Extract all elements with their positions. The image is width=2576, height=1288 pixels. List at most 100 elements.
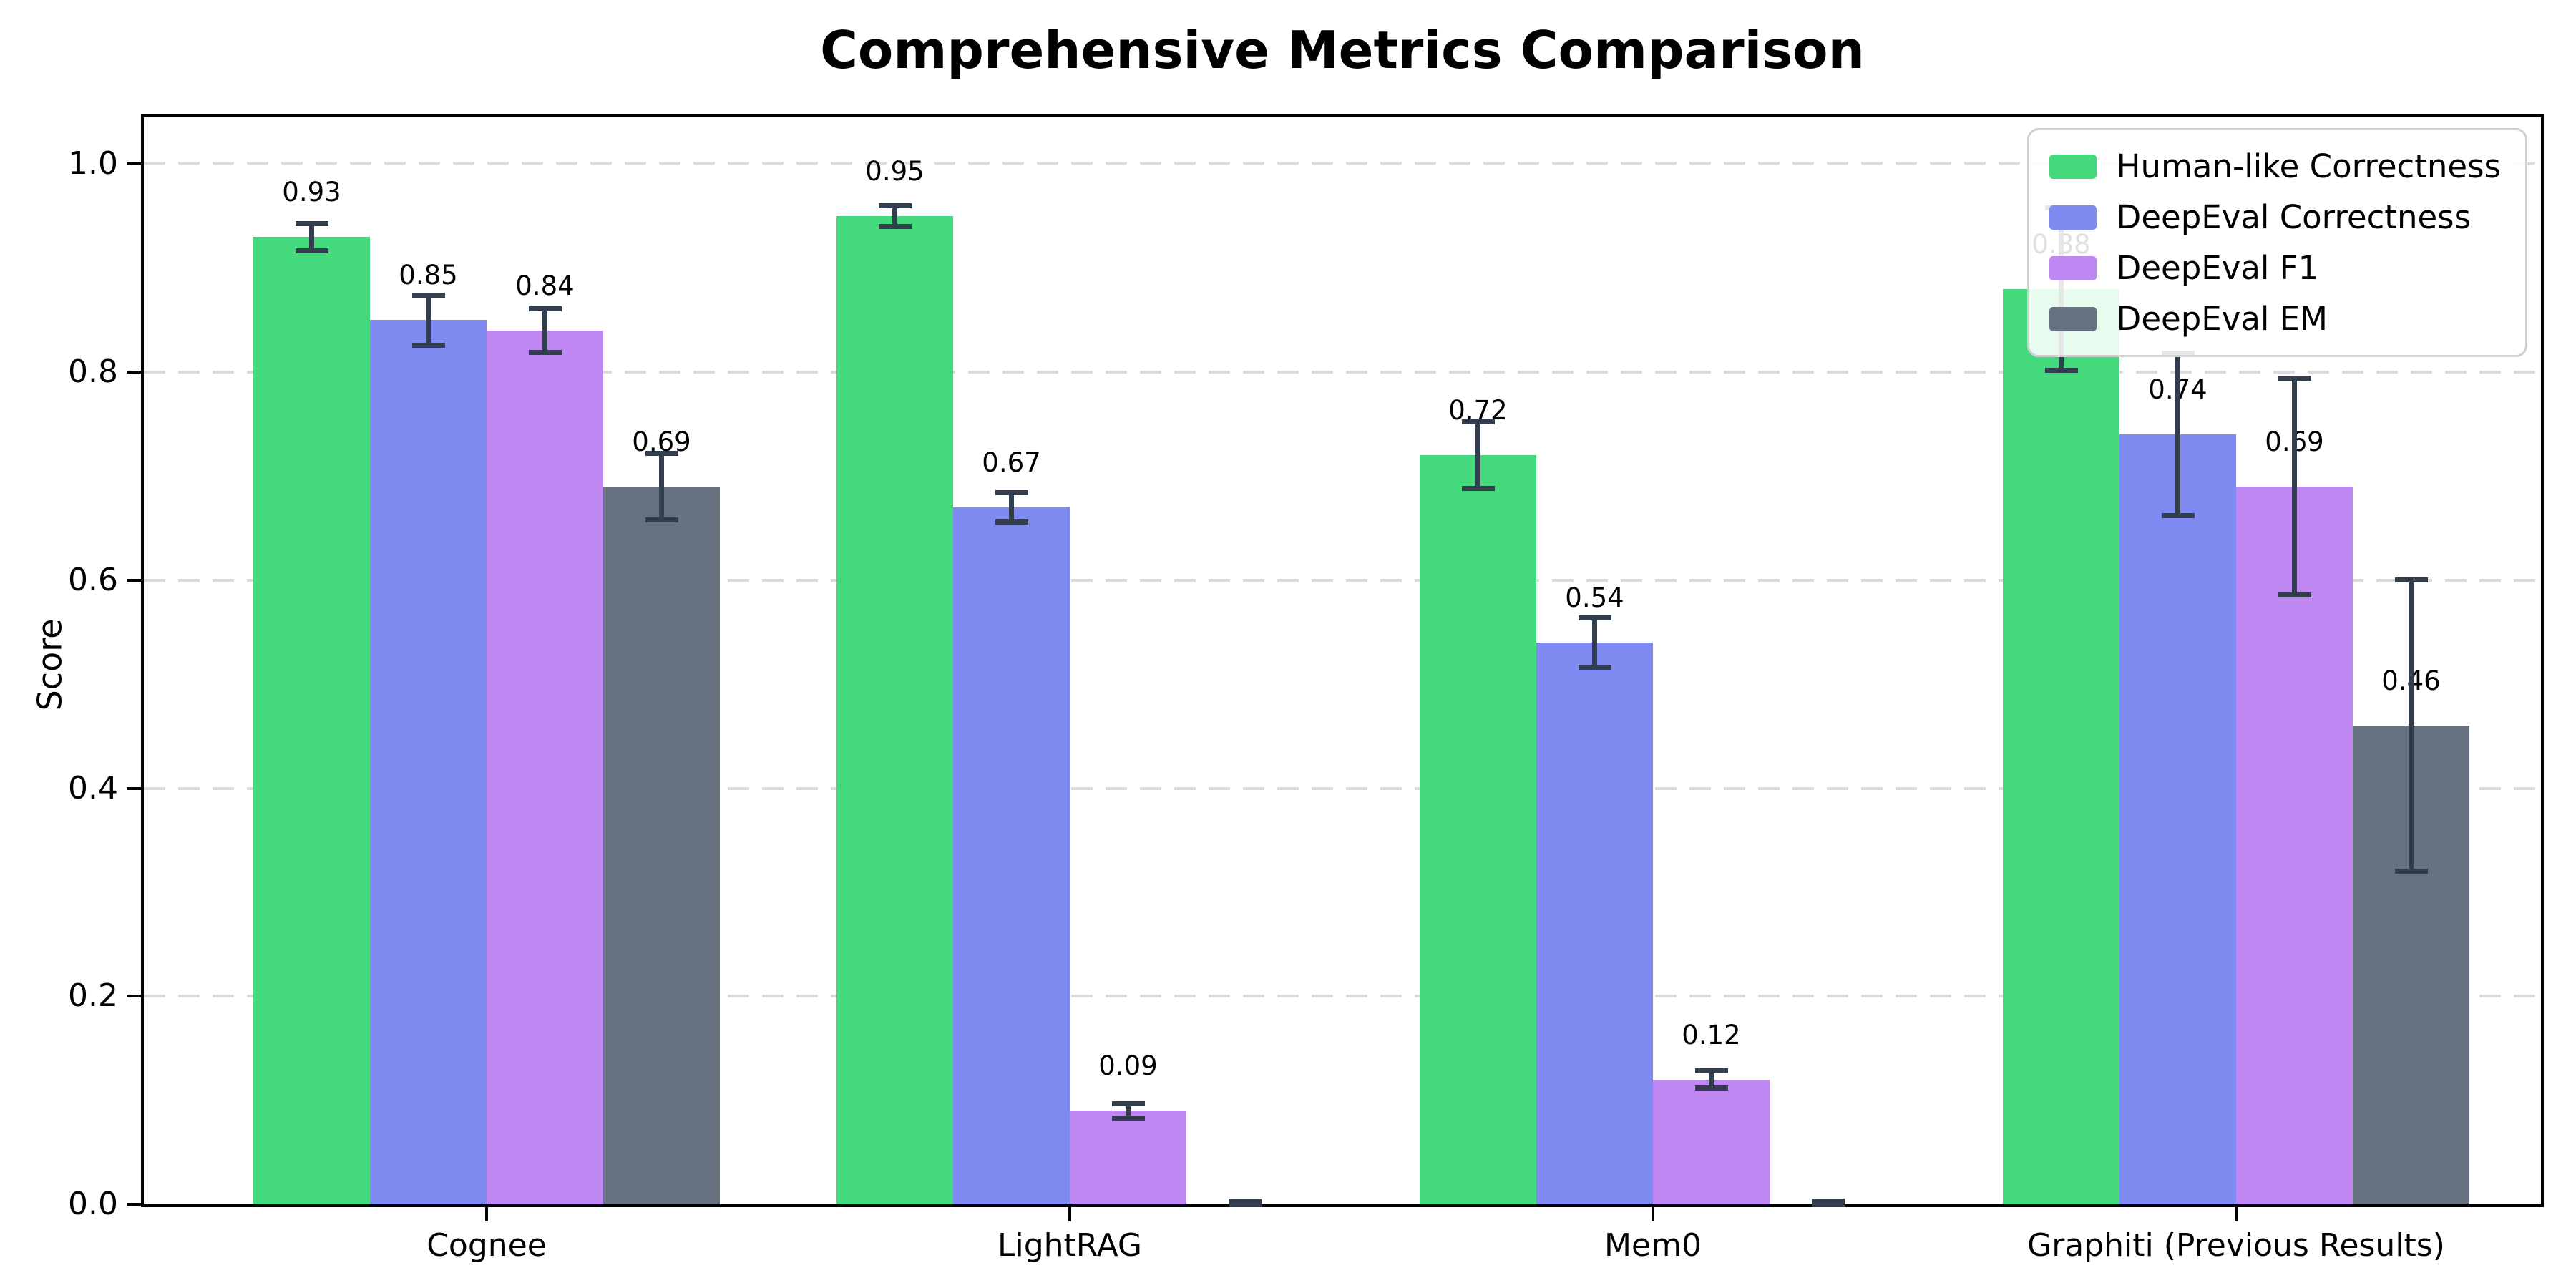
legend-swatch [2049,205,2097,230]
error-bar-cap-top [411,293,445,298]
y-tick-label: 0.4 [68,769,118,806]
error-bar [2175,353,2180,516]
x-tick-label: Cognee [426,1227,547,1264]
error-bar-cap-bottom [411,342,445,348]
bar-value-label: 0.93 [282,177,341,208]
x-tick-label: LightRAG [997,1227,1143,1264]
legend-item: Human-like Correctness [2049,147,2501,185]
bar-value-label: 0.85 [399,260,458,291]
bar-value-label: 0.95 [865,156,924,187]
y-tick-label: 1.0 [68,145,118,182]
error-bar-cap-top [1228,1199,1262,1204]
bar [1420,455,1536,1204]
bar-value-label: 0.54 [1565,582,1624,614]
bar-value-label: 0.67 [982,447,1041,479]
y-axis-label: Score [30,618,69,711]
error-bar-cap-top [2278,376,2311,381]
x-tick-mark [485,1207,488,1221]
bar [836,216,953,1204]
error-bar-cap-bottom [1694,1085,1728,1091]
y-tick-mark [127,1203,141,1206]
error-bar-cap-bottom [1228,1201,1262,1207]
error-bar-cap-bottom [528,350,562,355]
legend-swatch [2049,154,2097,179]
y-tick-label: 0.6 [68,561,118,598]
error-bar-cap-top [1578,615,1611,620]
chart-title: Comprehensive Metrics Comparison [820,20,1865,80]
error-bar [2292,378,2297,595]
bar [953,507,1070,1204]
gridline [144,578,2541,582]
y-tick-mark [127,371,141,374]
legend-swatch [2049,306,2097,331]
y-tick-label: 0.8 [68,353,118,391]
legend-label: DeepEval F1 [2116,249,2319,287]
bar [2003,288,2119,1204]
error-bar-cap-bottom [295,248,328,253]
error-bar-cap-top [878,203,912,209]
legend-item: DeepEval Correctness [2049,198,2501,236]
error-bar [1475,421,1480,489]
y-tick-mark [127,162,141,166]
x-tick-label: Mem0 [1604,1227,1702,1264]
y-tick-mark [127,995,141,998]
legend-swatch [2049,255,2097,280]
error-bar [1709,1070,1714,1088]
legend-item: DeepEval EM [2049,300,2501,338]
error-bar-cap-top [1811,1199,1845,1204]
error-bar-cap-bottom [2278,592,2311,597]
error-bar [892,205,897,227]
x-tick-label: Graphiti (Previous Results) [2027,1227,2445,1264]
gridline [144,371,2541,374]
gridline [144,786,2541,790]
bar [1653,1079,1770,1204]
error-bar-cap-top [645,451,678,456]
bar [1070,1111,1186,1204]
error-bar-cap-bottom [878,224,912,230]
legend-label: DeepEval Correctness [2116,198,2472,236]
bar [370,320,487,1204]
error-bar [2409,580,2414,872]
bar-value-label: 0.84 [515,270,575,301]
error-bar-cap-bottom [1111,1115,1145,1121]
error-bar-cap-top [295,220,328,226]
y-tick-mark [127,578,141,582]
bar [2236,487,2353,1204]
error-bar-cap-bottom [1811,1201,1845,1207]
error-bar [426,295,431,346]
x-tick-mark [1652,1207,1654,1221]
bar-value-label: 0.09 [1098,1050,1158,1082]
bar [603,487,720,1204]
bar [1536,643,1653,1204]
legend-item: DeepEval F1 [2049,249,2501,287]
y-tick-mark [127,786,141,790]
y-tick-label: 0.2 [68,977,118,1015]
y-tick-label: 0.0 [68,1186,118,1222]
gridline [144,162,2541,166]
error-bar [542,308,547,353]
error-bar [309,223,314,251]
error-bar [659,453,664,520]
error-bar-cap-bottom [2161,513,2195,519]
error-bar-cap-bottom [995,519,1028,525]
error-bar [1592,618,1597,668]
x-tick-mark [1068,1207,1071,1221]
bar [487,331,603,1204]
gridline [144,995,2541,998]
error-bar-cap-top [1694,1068,1728,1074]
error-bar [1126,1103,1131,1118]
bar [253,237,370,1204]
error-bar-cap-bottom [1578,665,1611,670]
error-bar-cap-bottom [645,517,678,523]
error-bar-cap-bottom [1461,486,1495,492]
bar [2119,434,2236,1204]
error-bar-cap-top [2394,577,2428,583]
error-bar-cap-top [995,490,1028,496]
error-bar-cap-bottom [2044,367,2078,373]
error-bar-cap-top [1111,1101,1145,1106]
error-bar-cap-top [528,306,562,311]
error-bar-cap-top [1461,419,1495,425]
x-tick-mark [2235,1207,2238,1221]
legend-label: DeepEval EM [2116,300,2328,338]
